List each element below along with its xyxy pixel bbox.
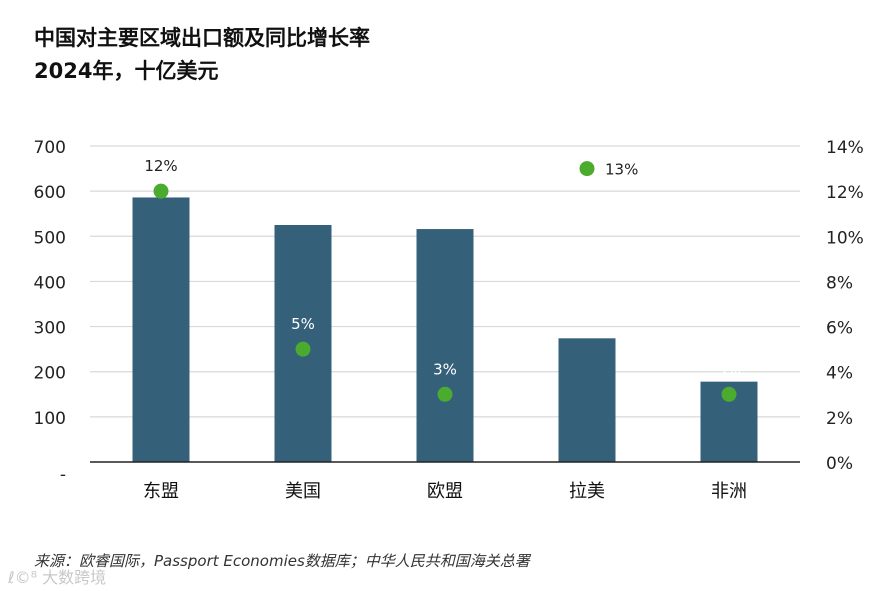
growth-rate-point xyxy=(153,183,169,199)
right-tick-label: 10% xyxy=(826,228,864,248)
growth-rate-label: 13% xyxy=(605,161,638,179)
chart-title: 中国对主要区域出口额及同比增长率 xyxy=(34,26,370,50)
growth-rate-point xyxy=(295,341,311,357)
right-tick-label: 12% xyxy=(826,183,864,203)
left-tick-label: 400 xyxy=(34,273,66,293)
right-tick-label: 4% xyxy=(826,364,853,384)
left-tick-label: 600 xyxy=(34,183,66,203)
growth-rate-point xyxy=(437,386,453,402)
left-tick-label: 300 xyxy=(34,319,66,339)
bar-chart: - 100 200 300 400 500 600 700 0% 2% 4% 6% 8% 10% 12% 14… xyxy=(34,138,864,502)
left-tick-label: 200 xyxy=(34,364,66,384)
growth-rate-label: 3% xyxy=(717,360,741,378)
category-label: 拉美 xyxy=(569,481,605,502)
category-label: 东盟 xyxy=(143,481,179,502)
growth-rate-label: 12% xyxy=(144,157,177,175)
right-tick-label: 2% xyxy=(826,409,853,429)
growth-rate-label: 5% xyxy=(291,315,315,333)
left-tick-label: 500 xyxy=(34,228,66,248)
right-tick-label: 6% xyxy=(826,319,853,339)
category-label: 非洲 xyxy=(711,481,747,502)
growth-rate-label: 3% xyxy=(433,360,457,378)
right-tick-label: 14% xyxy=(826,138,864,158)
growth-rate-point xyxy=(579,161,595,177)
watermark: ℓ©⁸ 大数跨境 xyxy=(8,568,107,587)
left-tick-label: 100 xyxy=(34,409,66,429)
bar xyxy=(558,338,616,462)
right-tick-label: 0% xyxy=(826,454,853,474)
chart-subtitle: 2024年，十亿美元 xyxy=(34,59,219,83)
source-note: 来源：欧睿国际，Passport Economies数据库；中华人民共和国海关总… xyxy=(34,552,530,570)
left-tick-label: 700 xyxy=(34,138,66,158)
bar xyxy=(416,229,474,462)
growth-rate-point xyxy=(721,386,737,402)
bar xyxy=(132,197,190,462)
category-label: 美国 xyxy=(285,481,321,502)
right-tick-label: 8% xyxy=(826,273,853,293)
category-label: 欧盟 xyxy=(427,481,463,502)
left-tick-label: - xyxy=(60,465,66,485)
